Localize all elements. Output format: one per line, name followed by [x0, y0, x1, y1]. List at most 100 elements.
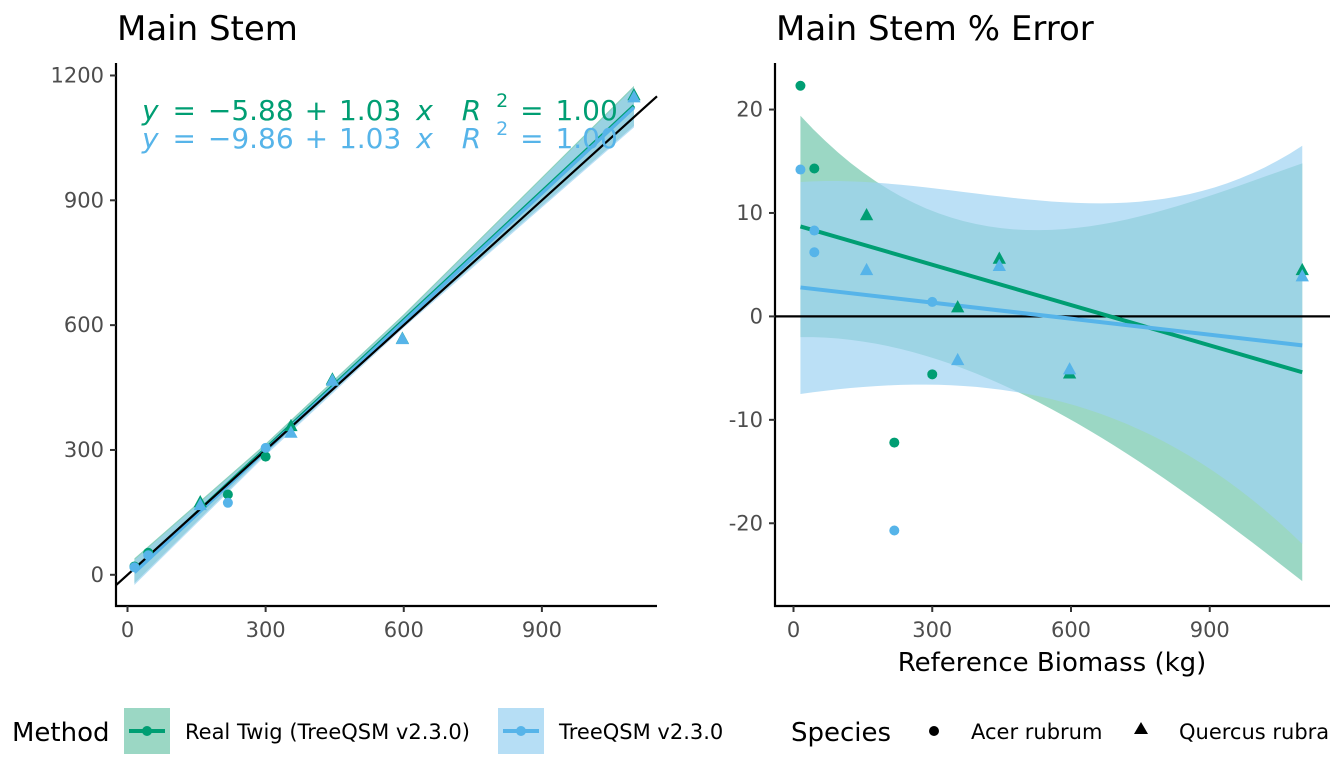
equation-real-twig-r: R — [462, 94, 481, 127]
left-plot-area — [115, 85, 658, 587]
triangle-icon — [1134, 722, 1148, 734]
legend-key-treeqsm-point — [516, 726, 526, 736]
legend-method-title: Method — [12, 718, 110, 748]
data-point-real-twig-treeqsm-v2-3-0-1 — [809, 163, 820, 174]
x-tick-label: 900 — [522, 618, 562, 642]
identity-line — [115, 95, 658, 587]
right-panel: Main Stem % Error -20 -10 0 10 20 0 300 600 900… — [729, 9, 1330, 678]
legend-key-real-twig-point — [142, 726, 152, 736]
equation-treeqsm-slope: 1.03 — [339, 122, 401, 155]
data-point-treeqsm-v2-3-0-4 — [809, 225, 820, 236]
legend-item-real-twig: Real Twig (TreeQSM v2.3.0) — [124, 708, 470, 754]
equation-real-twig-slope: 1.03 — [339, 94, 401, 127]
equation-treeqsm-r2-value: 1.00 — [555, 122, 617, 155]
data-point-treeqsm-v2-3-0-6 — [951, 352, 965, 366]
data-point-treeqsm-v2-3-0-4 — [193, 497, 207, 511]
data-point-treeqsm-v2-3-0-3 — [927, 296, 938, 307]
right-x-axis-title: Reference Biomass (kg) — [898, 648, 1207, 678]
legend-label-real-twig: Real Twig (TreeQSM v2.3.0) — [185, 720, 470, 744]
equation-treeqsm-r: R — [462, 122, 481, 155]
equation-treeqsm-r-exp: 2 — [496, 118, 508, 140]
data-point-real-twig-treeqsm-v2-3-0-2 — [889, 437, 900, 448]
legend-species-title: Species — [791, 718, 891, 748]
data-point-treeqsm-v2-3-0-8 — [1062, 362, 1077, 375]
x-tick-label: 0 — [121, 618, 134, 642]
equation-real-twig-r-equals: = — [520, 94, 543, 127]
data-point-real-twig-treeqsm-v2-3-0-5 — [284, 418, 298, 432]
data-point-treeqsm-v2-3-0-2 — [222, 497, 233, 508]
equation-real-twig-r2-value: 1.00 — [555, 94, 617, 127]
y-tick-label: 300 — [64, 438, 104, 462]
y-tick-label: 10 — [736, 201, 763, 225]
data-point-treeqsm-v2-3-0-6 — [325, 373, 340, 386]
right-x-ticks: 0 300 600 900 — [787, 606, 1230, 642]
equation-treeqsm: y = −9.86 + 1.03 x R 2 = 1.00 — [141, 109, 618, 155]
y-tick-label: 900 — [64, 188, 104, 212]
data-point-treeqsm-v2-3-0-1 — [809, 247, 820, 258]
data-point-real-twig-treeqsm-v2-3-0-8 — [1295, 262, 1309, 276]
data-point-treeqsm-v2-3-0-1 — [143, 550, 154, 561]
y-tick-label: 1200 — [51, 63, 104, 87]
data-point-treeqsm-v2-3-0-0 — [129, 562, 140, 573]
data-point-treeqsm-v2-3-0-3 — [260, 442, 271, 453]
x-tick-label: 0 — [787, 618, 800, 642]
equation-treeqsm-equals: = — [172, 122, 195, 155]
equation-real-twig-equals: = — [172, 94, 195, 127]
equation-real-twig-y: y — [141, 94, 159, 127]
equation-real-twig-r-exp: 2 — [496, 90, 508, 112]
legend-item-acer-rubrum: Acer rubrum — [929, 720, 1102, 744]
data-point-real-twig-treeqsm-v2-3-0-2 — [222, 489, 233, 500]
left-y-ticks: 0 300 600 900 1200 — [51, 63, 116, 587]
equation-treeqsm-y: y — [141, 122, 159, 155]
confidence-band-treeqsm-v2-3-0 — [800, 145, 1303, 544]
data-point-treeqsm-v2-3-0-8 — [627, 90, 641, 103]
right-plot-area — [775, 80, 1330, 582]
y-tick-label: 0 — [91, 563, 104, 587]
equation-real-twig-intercept: −5.88 — [208, 94, 294, 127]
data-point-treeqsm-v2-3-0-7 — [395, 331, 410, 345]
equation-real-twig-x: x — [415, 94, 433, 127]
data-point-real-twig-treeqsm-v2-3-0-3 — [260, 451, 271, 462]
x-tick-label: 600 — [1051, 618, 1091, 642]
equation-treeqsm-intercept: −9.86 — [208, 122, 294, 155]
data-point-real-twig-treeqsm-v2-3-0-0 — [795, 80, 806, 91]
x-tick-label: 900 — [1190, 618, 1230, 642]
x-tick-label: 300 — [912, 618, 952, 642]
fit-line-treeqsm-v2-3-0 — [800, 285, 1303, 348]
fit-line-treeqsm-v2-3-0 — [133, 106, 636, 574]
equation-treeqsm-r-equals: = — [520, 122, 543, 155]
x-tick-label: 300 — [246, 618, 286, 642]
data-point-real-twig-treeqsm-v2-3-0-4 — [859, 208, 874, 221]
data-point-treeqsm-v2-3-0-7 — [992, 258, 1006, 271]
fit-line-real-twig-treeqsm-v2-3-0 — [799, 224, 1303, 375]
legend-label-treeqsm: TreeQSM v2.3.0 — [558, 720, 723, 744]
right-y-ticks: -20 -10 0 10 20 — [729, 98, 775, 535]
right-panel-title: Main Stem % Error — [776, 9, 1094, 49]
y-tick-label: -10 — [729, 408, 763, 432]
data-point-real-twig-treeqsm-v2-3-0-6 — [992, 251, 1006, 264]
data-point-treeqsm-v2-3-0-2 — [889, 525, 900, 536]
legend-item-quercus-rubra: Quercus rubra — [1134, 720, 1329, 744]
data-point-treeqsm-v2-3-0-0 — [795, 164, 806, 175]
left-panel-title: Main Stem — [117, 9, 298, 49]
circle-icon — [929, 726, 939, 736]
legend: Method Real Twig (TreeQSM v2.3.0) TreeQS… — [12, 708, 1329, 754]
y-tick-label: -20 — [729, 511, 763, 535]
left-x-ticks: 0 300 600 900 — [121, 606, 562, 642]
equation-treeqsm-x: x — [415, 122, 433, 155]
data-point-treeqsm-v2-3-0-9 — [1295, 269, 1309, 282]
data-point-treeqsm-v2-3-0-5 — [859, 262, 874, 276]
legend-label-acer-rubrum: Acer rubrum — [971, 720, 1102, 744]
data-point-treeqsm-v2-3-0-5 — [284, 425, 298, 438]
y-tick-label: 600 — [64, 313, 104, 337]
equation-real-twig: y = −5.88 + 1.03 x R 2 = 1.00 — [141, 81, 618, 127]
x-tick-label: 600 — [384, 618, 424, 642]
data-point-real-twig-treeqsm-v2-3-0-3 — [927, 369, 938, 380]
left-panel: Main Stem 0 300 600 900 1200 0 300 600 900 y = … — [51, 9, 658, 642]
data-point-real-twig-treeqsm-v2-3-0-5 — [951, 300, 965, 313]
y-tick-label: 20 — [736, 98, 763, 122]
legend-label-quercus-rubra: Quercus rubra — [1179, 720, 1329, 744]
y-tick-label: 0 — [750, 304, 763, 328]
equation-treeqsm-plus: + — [305, 122, 328, 155]
